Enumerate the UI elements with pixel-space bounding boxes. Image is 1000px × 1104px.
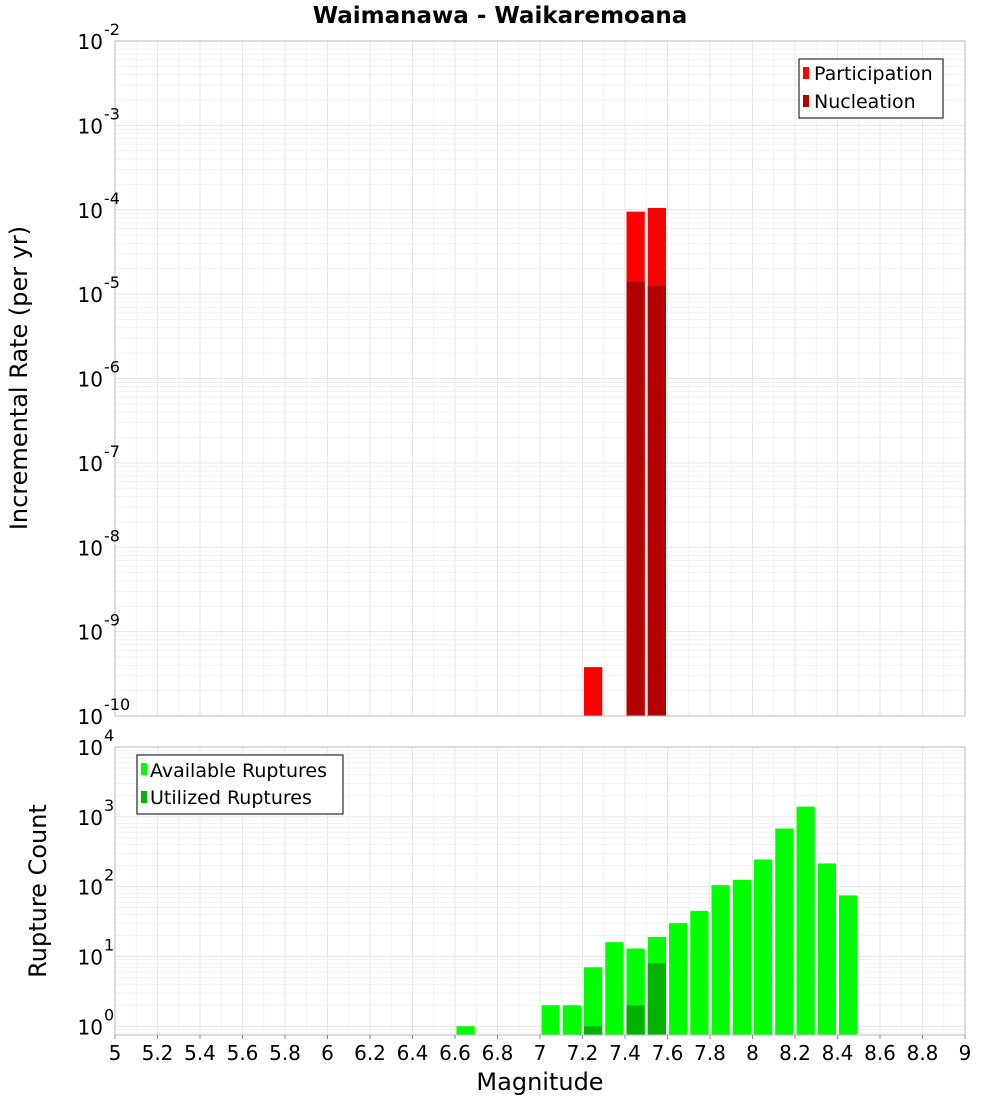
rate-legend-box <box>798 58 944 119</box>
utilized-legend-swatch <box>141 791 147 803</box>
magnitude-x-ticks: 5 5.2 5.4 5.6 5.8 6 6.2 6.4 6.6 6.8 7 7.2 7.4 7.6 7.8 8… <box>109 1035 972 1065</box>
rate-grid <box>114 40 966 717</box>
rate-y-tick-label: 10 <box>78 283 103 307</box>
x-tick-label: 6.8 <box>482 1041 514 1065</box>
x-tick-label: 8.2 <box>779 1041 811 1065</box>
rate-bars <box>584 207 666 716</box>
nucleation-legend-label: Nucleation <box>814 91 916 113</box>
rate-y-tick-label: 10 <box>78 30 103 54</box>
x-tick-label: 7 <box>534 1041 547 1065</box>
x-tick-label: 7.6 <box>652 1041 684 1065</box>
count-y-tick-label: 10 <box>78 945 103 969</box>
x-tick-label: 5 <box>109 1041 122 1065</box>
available-legend-swatch <box>141 763 147 775</box>
available-ruptures-bar <box>584 967 603 1035</box>
available-ruptures-bar <box>817 863 836 1035</box>
x-tick-label: 6.6 <box>439 1041 471 1065</box>
utilized-ruptures-bar <box>647 963 666 1035</box>
available-ruptures-bar <box>690 910 709 1035</box>
available-ruptures-bar <box>669 923 688 1035</box>
x-tick-label: 5.2 <box>142 1041 174 1065</box>
available-ruptures-bar <box>732 879 751 1035</box>
count-y-tick-exponent: 0 <box>104 1005 114 1024</box>
nucleation-legend-swatch <box>803 95 809 107</box>
x-tick-label: 8.4 <box>822 1041 854 1065</box>
available-ruptures-bar <box>754 859 773 1035</box>
nucleation-bar <box>647 285 666 716</box>
available-ruptures-bar <box>562 1005 581 1035</box>
count-y-axis-label: Rupture Count <box>24 804 52 978</box>
utilized-ruptures-bar <box>584 1026 603 1035</box>
available-ruptures-bar <box>541 1005 560 1035</box>
count-y-tick-exponent: 3 <box>104 796 114 815</box>
x-tick-label: 7.8 <box>694 1041 726 1065</box>
rate-y-tick-label: 10 <box>78 536 103 560</box>
available-ruptures-bar <box>775 828 794 1035</box>
x-tick-label: 8.6 <box>864 1041 896 1065</box>
x-tick-label: 5.6 <box>227 1041 259 1065</box>
rate-legend: Participation Nucleation <box>798 58 944 119</box>
x-tick-label: 6.4 <box>397 1041 429 1065</box>
available-ruptures-bar <box>605 942 624 1035</box>
available-legend-label: Available Ruptures <box>150 760 327 782</box>
count-legend: Available Ruptures Utilized Ruptures <box>136 754 344 815</box>
rate-y-tick-label: 10 <box>78 114 103 138</box>
rate-y-tick-exponent: -5 <box>104 273 120 292</box>
rate-y-tick-exponent: -8 <box>104 526 120 545</box>
rate-y-tick-label: 10 <box>78 705 103 729</box>
x-tick-label: 7.2 <box>567 1041 599 1065</box>
rate-y-tick-label: 10 <box>78 621 103 645</box>
rate-y-tick-label: 10 <box>78 199 103 223</box>
x-tick-label: 8.8 <box>907 1041 939 1065</box>
x-tick-label: 6.2 <box>354 1041 386 1065</box>
rate-y-tick-label: 10 <box>78 452 103 476</box>
magnitude-x-axis-label: Magnitude <box>476 1068 603 1096</box>
count-y-tick-label: 10 <box>78 736 103 760</box>
participation-legend-label: Participation <box>814 63 933 85</box>
count-y-tick-label: 10 <box>78 806 103 830</box>
x-tick-label: 8 <box>746 1041 759 1065</box>
x-tick-label: 7.4 <box>609 1041 641 1065</box>
rate-y-tick-exponent: -2 <box>104 20 120 39</box>
available-ruptures-bar <box>456 1026 475 1035</box>
x-tick-label: 6 <box>321 1041 334 1065</box>
utilized-ruptures-bar <box>626 1005 645 1035</box>
available-ruptures-bar <box>839 895 858 1035</box>
count-legend-box <box>136 754 344 815</box>
rate-plot-frame <box>114 40 966 717</box>
available-ruptures-bar <box>796 806 815 1035</box>
count-y-tick-exponent: 1 <box>104 935 114 954</box>
rate-y-tick-exponent: -4 <box>104 189 120 208</box>
rate-y-tick-exponent: -10 <box>104 695 130 714</box>
available-ruptures-bar <box>711 885 730 1035</box>
x-tick-label: 5.8 <box>269 1041 301 1065</box>
count-y-tick-label: 10 <box>78 1015 103 1039</box>
rate-y-tick-exponent: -7 <box>104 442 120 461</box>
count-y-tick-exponent: 4 <box>104 726 114 745</box>
x-tick-label: 5.4 <box>184 1041 216 1065</box>
rate-y-axis-label: Incremental Rate (per yr) <box>5 226 33 530</box>
utilized-legend-label: Utilized Ruptures <box>150 787 312 809</box>
chart-title: Waimanawa - Waikaremoana <box>313 3 688 29</box>
rate-y-tick-exponent: -3 <box>104 104 120 123</box>
count-y-tick-label: 10 <box>78 876 103 900</box>
rate-y-tick-exponent: -9 <box>104 611 120 630</box>
nucleation-bar <box>626 281 645 716</box>
count-bars <box>456 806 858 1035</box>
participation-legend-swatch <box>803 67 809 79</box>
x-tick-label: 9 <box>959 1041 972 1065</box>
rate-y-tick-exponent: -6 <box>104 358 120 377</box>
count-y-tick-exponent: 2 <box>104 866 114 885</box>
rate-y-tick-label: 10 <box>78 368 103 392</box>
participation-bar <box>584 667 603 716</box>
